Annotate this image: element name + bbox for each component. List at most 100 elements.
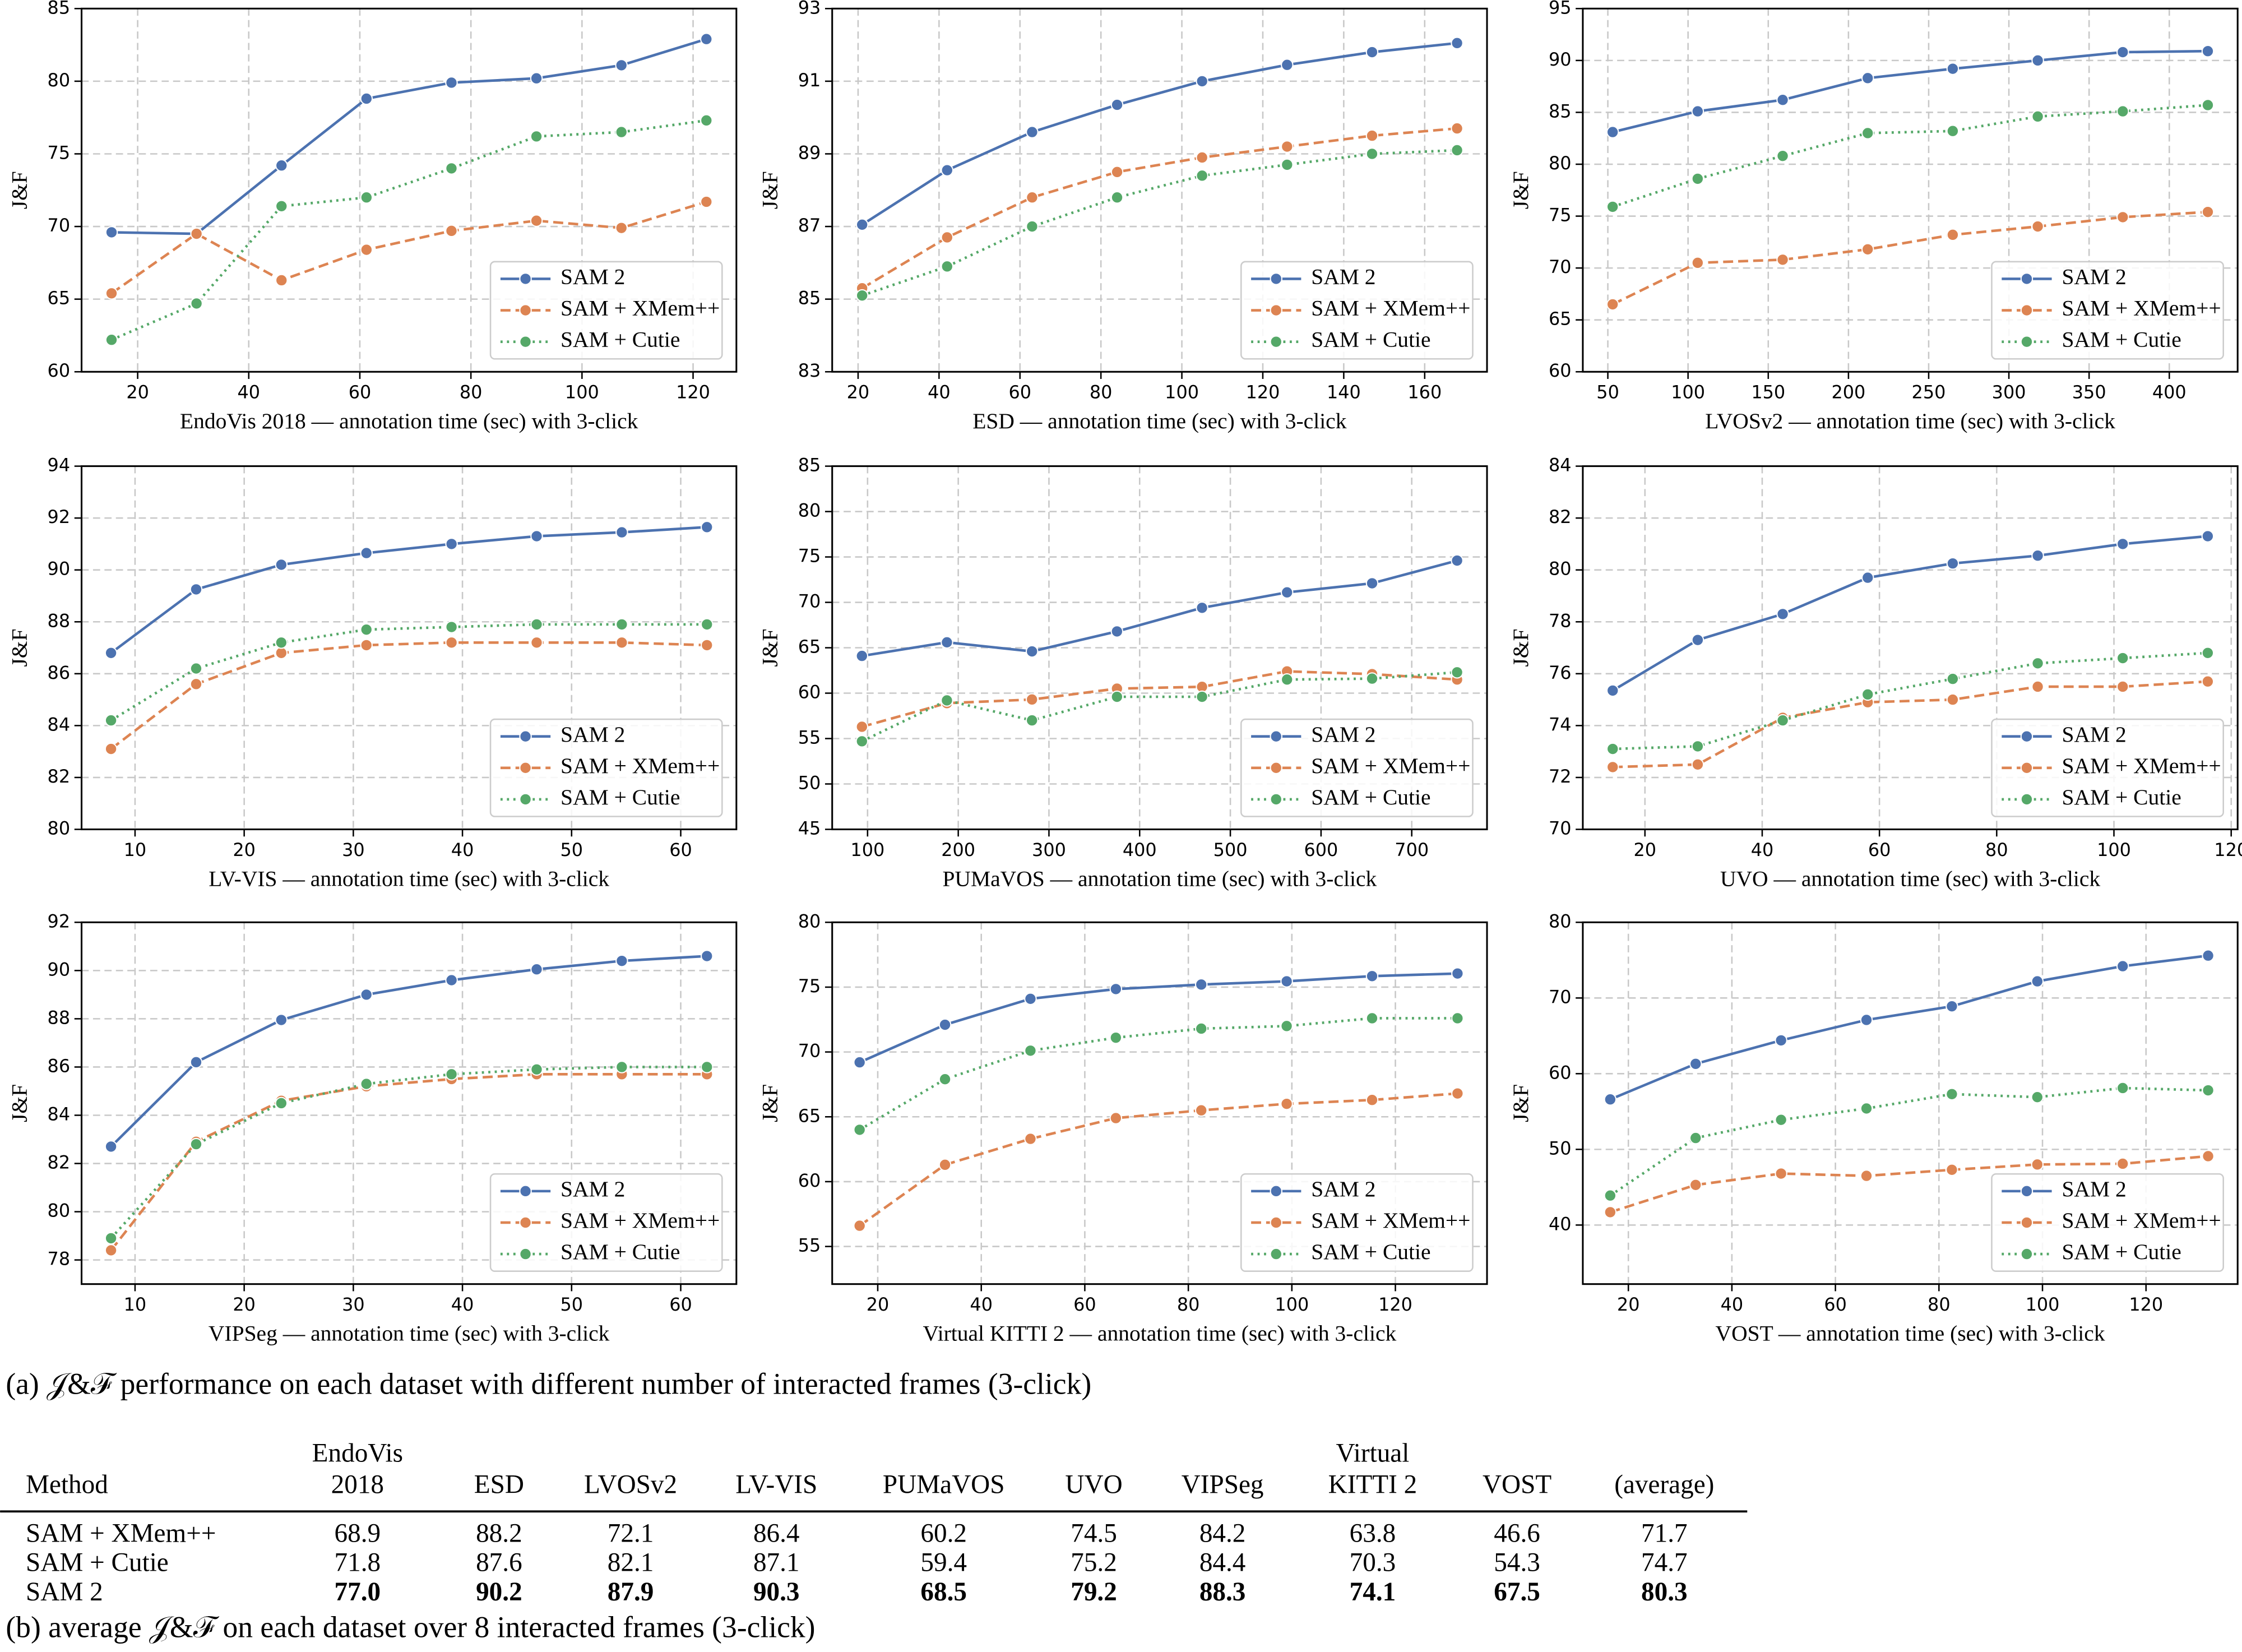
table-cell: 70.3 [1350, 1548, 1396, 1577]
y-tick-label: 80 [1549, 910, 1572, 932]
y-tick-label: 86 [48, 1055, 71, 1076]
table-cell: 63.8 [1350, 1519, 1396, 1548]
data-point [2201, 205, 2215, 219]
table-header: ESD [474, 1470, 524, 1500]
legend-label: SAM 2 [1311, 264, 1375, 289]
data-point [1451, 36, 1463, 50]
data-point [530, 72, 543, 85]
data-point [2116, 1081, 2129, 1095]
y-axis-label: J&F [7, 628, 31, 667]
data-point [2116, 211, 2129, 224]
data-point [189, 1137, 203, 1151]
x-tick-label: 100 [1671, 381, 1705, 402]
table-cell: 60.2 [920, 1519, 967, 1548]
data-point [1689, 1131, 1702, 1145]
x-tick-label: 20 [1634, 839, 1657, 860]
y-tick-label: 75 [798, 545, 821, 567]
chart-panel: 10 20 30 40 50 60 78 80 82 84 86 88 90 92 VIPSeg — ann… [7, 910, 738, 1346]
chart-panel: 20 40 60 80 100 120 40 50 60 70 80 VOST — annotatio… [1508, 910, 2239, 1346]
caption-a: (a) 𝒥&ℱ performance on each dataset with… [6, 1367, 1091, 1401]
x-tick-label: 250 [1912, 381, 1946, 402]
data-point [1946, 124, 1960, 137]
table-cell: 72.1 [608, 1519, 654, 1548]
data-point [1776, 714, 1789, 727]
legend: SAM 2 SAM + XMem++ SAM + Cutie [489, 261, 723, 360]
data-point [615, 126, 628, 138]
data-point [2202, 1084, 2215, 1097]
plot-frame [80, 7, 738, 373]
x-axis-label: VOST — annotation time (sec) with 3-clic… [1716, 1321, 2105, 1346]
legend-label: SAM + Cutie [2062, 785, 2181, 809]
data-point [2116, 680, 2129, 693]
legend: SAM 2 SAM + XMem++ SAM + Cutie [489, 718, 723, 817]
table-header: VOST [1483, 1470, 1551, 1500]
data-point [275, 200, 288, 212]
data-point [104, 742, 118, 756]
data-point [1606, 298, 1619, 311]
table-header: (average) [1614, 1470, 1714, 1500]
legend-label: SAM 2 [1311, 1177, 1375, 1201]
legend-marker [2020, 1184, 2033, 1198]
legend-label: SAM + Cutie [2062, 1239, 2181, 1264]
y-axis-label: J&F [758, 171, 782, 209]
plot-frame [1582, 921, 2239, 1285]
data-point [1280, 586, 1294, 599]
chart-panel: 20 40 60 80 100 120 70 72 74 76 78 80 82 84 UVO — anno… [1508, 455, 2242, 891]
legend-marker [1270, 272, 1282, 285]
table-cell: 84.2 [1199, 1519, 1246, 1548]
data-point [1110, 191, 1124, 204]
legend-label: SAM 2 [2062, 722, 2126, 747]
legend-box [1240, 261, 1474, 360]
data-point [1691, 758, 1704, 771]
x-tick-label: 120 [676, 381, 710, 402]
legend-label: SAM + Cutie [560, 327, 680, 352]
y-axis-label: J&F [1508, 1084, 1533, 1122]
legend-box [489, 718, 723, 817]
y-tick-label: 70 [798, 1040, 821, 1062]
data-point [938, 1018, 952, 1031]
x-axis-label: Virtual KITTI 2 — annotation time (sec) … [923, 1321, 1396, 1346]
data-point [445, 538, 458, 550]
y-tick-label: 90 [1549, 49, 1572, 70]
data-point [2202, 949, 2215, 962]
chart-panel: 50 100 150 200 250 300 350 400 60 65 70 75 80 85 90 95 L… [1508, 0, 2239, 433]
y-tick-label: 85 [798, 455, 821, 476]
x-tick-label: 20 [126, 381, 149, 402]
y-tick-label: 91 [798, 70, 821, 91]
data-point [104, 1244, 118, 1257]
x-axis-label: UVO — annotation time (sec) with 3-click [1720, 866, 2100, 891]
x-tick-label: 20 [847, 381, 870, 402]
table-cell: 59.4 [920, 1548, 967, 1577]
table-cell: 74.1 [1350, 1577, 1396, 1607]
x-tick-label: 120 [2214, 839, 2242, 860]
data-point [105, 333, 118, 346]
data-point [1025, 645, 1039, 658]
data-point [1110, 98, 1124, 112]
y-tick-label: 60 [798, 682, 821, 703]
table-header: VIPSeg [1182, 1470, 1264, 1500]
y-tick-label: 76 [1549, 662, 1572, 683]
y-axis-label: J&F [1508, 628, 1533, 667]
data-point [941, 694, 953, 707]
x-axis-label: LV-VIS — annotation time (sec) with 3-cl… [209, 866, 609, 891]
chart-panel: 20 40 60 80 100 120 60 65 70 75 80 85 EndoVis 2018 —… [7, 0, 738, 433]
series-line [1609, 1086, 2208, 1197]
y-tick-label: 90 [48, 959, 71, 980]
data-point [701, 1061, 714, 1073]
data-point [189, 678, 203, 691]
data-point [1689, 1057, 1702, 1070]
data-point [1604, 1206, 1617, 1219]
y-tick-label: 45 [798, 817, 821, 839]
x-tick-label: 40 [451, 839, 474, 860]
data-point [1196, 601, 1208, 614]
x-tick-label: 120 [1246, 381, 1280, 402]
data-point [1196, 151, 1208, 164]
chart-panel: 20 40 60 80 100 120 140 160 83 85 87 89 91 93 ESD — an… [758, 0, 1488, 433]
data-point [1861, 243, 1874, 256]
data-point [2031, 680, 2044, 693]
table-header: LV-VIS [735, 1470, 817, 1500]
x-axis-label: VIPSeg — annotation time (sec) with 3-cl… [209, 1321, 610, 1346]
y-tick-label: 85 [48, 0, 71, 18]
y-tick-label: 80 [1549, 152, 1572, 174]
